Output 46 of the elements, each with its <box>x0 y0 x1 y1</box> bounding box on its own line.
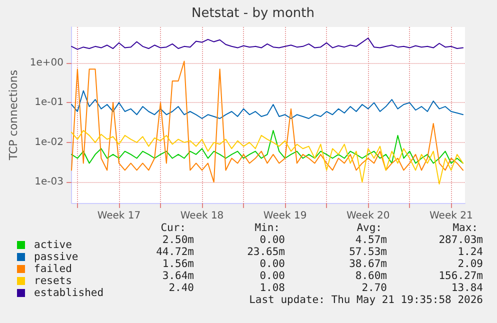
chart-title: Netstat - by month <box>192 6 314 21</box>
text: 8.60m <box>355 270 387 282</box>
y-tick-label: 1e-03 <box>34 176 64 188</box>
text: Min: <box>254 222 280 234</box>
text: 1.56m <box>162 258 194 270</box>
line-series <box>71 130 464 185</box>
y-tick-label: 1e+00 <box>30 57 64 68</box>
text: 0.00 <box>260 234 285 246</box>
y-tick-label: 1e-01 <box>34 97 64 108</box>
text: 2.70 <box>362 282 387 294</box>
line-series <box>71 60 464 183</box>
text: 2.09 <box>458 258 483 270</box>
text: Max: <box>452 222 478 234</box>
text: 2.50m <box>162 234 194 246</box>
line-series <box>71 130 464 164</box>
legend-label: passive <box>34 251 78 263</box>
text: 4.57m <box>355 234 387 246</box>
x-tick-label: Week 20 <box>346 210 390 222</box>
x-tick-label: Week 19 <box>263 210 307 222</box>
text: 0.00 <box>260 258 285 270</box>
legend-label: failed <box>34 263 72 275</box>
y-tick-label: 1e-02 <box>34 136 64 148</box>
text: 57.53m <box>349 246 387 258</box>
legend-label: active <box>34 239 72 251</box>
text: 1.08 <box>260 282 285 294</box>
text: Cur: <box>160 222 186 234</box>
text: 38.67m <box>349 258 387 270</box>
text: 23.65m <box>247 246 285 258</box>
text: Last update: Thu May 21 19:35:58 2026 <box>249 294 483 306</box>
legend-label: resets <box>34 275 72 287</box>
text: 156.27m <box>438 270 483 282</box>
line-series <box>71 38 464 50</box>
x-tick-label: Week 17 <box>97 210 141 222</box>
x-tick-label: Week 21 <box>430 210 473 222</box>
text: 2.40 <box>168 282 194 294</box>
text: 13.84 <box>451 282 483 294</box>
y-axis-title: TCP connections <box>7 70 20 162</box>
text: 3.64m <box>162 270 194 282</box>
text: Avg: <box>356 222 382 234</box>
line-series <box>71 90 464 119</box>
text: 287.03m <box>438 234 483 246</box>
text: 0.00 <box>260 270 285 282</box>
legend-label: established <box>34 287 104 299</box>
text: 1.24 <box>458 246 483 258</box>
x-tick-label: Week 18 <box>180 210 224 222</box>
text: 44.72m <box>156 246 194 258</box>
